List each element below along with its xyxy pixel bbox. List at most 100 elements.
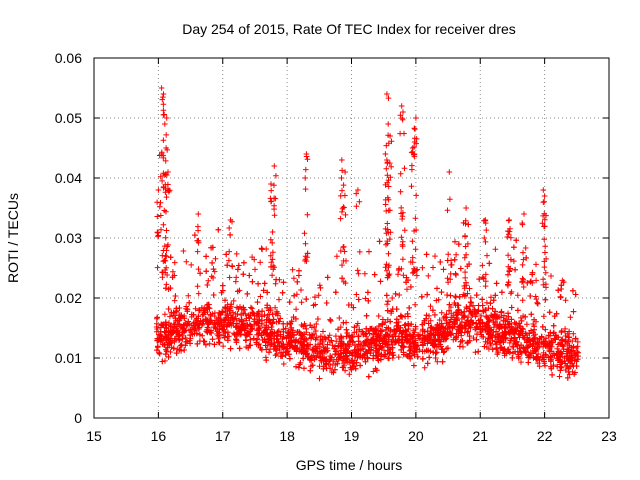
data-point [166, 341, 173, 347]
data-point [410, 333, 416, 340]
data-point [383, 208, 389, 214]
data-point [432, 349, 439, 356]
data-point [187, 332, 193, 338]
data-point [487, 300, 494, 306]
data-point [179, 336, 186, 342]
data-point [398, 103, 405, 109]
data-point [389, 334, 396, 340]
data-point [267, 333, 274, 339]
data-point [474, 331, 480, 337]
data-point [505, 252, 511, 259]
data-point [203, 268, 209, 274]
data-point [400, 109, 406, 115]
data-point [225, 306, 231, 312]
data-point [572, 291, 579, 298]
data-point [495, 349, 501, 355]
data-point [309, 362, 316, 369]
data-point [466, 322, 472, 328]
data-point [385, 250, 392, 257]
data-point [183, 323, 190, 329]
data-points [153, 85, 581, 382]
data-point [301, 343, 308, 349]
data-point [518, 342, 524, 348]
data-point [504, 234, 511, 240]
data-point [159, 274, 166, 281]
data-point [341, 248, 348, 255]
data-point [339, 209, 345, 215]
data-point [318, 333, 324, 340]
data-point [411, 228, 417, 234]
data-point [535, 300, 541, 307]
data-point [423, 251, 430, 258]
data-point [489, 346, 496, 353]
data-point [291, 332, 297, 338]
data-point [520, 249, 526, 256]
data-point [444, 207, 451, 214]
data-point [355, 320, 361, 327]
data-point [160, 112, 167, 118]
data-point [500, 347, 506, 354]
data-point [210, 266, 217, 272]
data-point [341, 279, 347, 285]
data-point [233, 315, 239, 322]
data-point [225, 337, 231, 344]
data-point [233, 274, 239, 281]
data-point [384, 268, 390, 274]
data-point [535, 360, 541, 366]
data-point [462, 275, 468, 281]
data-point [249, 254, 255, 260]
data-point [494, 345, 500, 351]
data-point [302, 258, 308, 264]
data-point [341, 244, 347, 250]
data-point [386, 262, 392, 269]
data-point [382, 264, 389, 270]
data-point [411, 153, 418, 160]
data-point [280, 279, 287, 285]
data-point [399, 115, 405, 122]
data-point [492, 246, 499, 252]
data-point [363, 325, 369, 332]
data-point [370, 368, 377, 375]
data-point [281, 344, 287, 350]
data-point [518, 318, 525, 324]
data-point [319, 351, 325, 357]
data-point [421, 364, 428, 371]
data-point [160, 91, 167, 97]
data-point [317, 282, 323, 289]
data-point [385, 272, 391, 278]
data-point [272, 352, 279, 359]
data-point [421, 320, 427, 326]
data-point [575, 353, 581, 359]
data-point [543, 212, 549, 219]
data-point [343, 348, 350, 354]
data-point [163, 281, 170, 288]
data-point [233, 324, 239, 330]
data-point [340, 364, 347, 370]
data-point [302, 175, 308, 181]
data-point [327, 357, 333, 363]
data-point [163, 194, 170, 200]
data-point [298, 346, 304, 353]
data-point [385, 177, 392, 183]
data-point [419, 328, 426, 334]
data-point [519, 297, 526, 303]
data-point [210, 275, 216, 281]
data-point [430, 325, 436, 332]
data-point [312, 294, 318, 300]
data-point [220, 282, 226, 289]
data-point [412, 301, 418, 308]
data-point [351, 324, 358, 331]
data-point [535, 351, 541, 357]
data-point [543, 352, 549, 359]
data-point [542, 362, 548, 369]
data-point [472, 349, 479, 355]
data-point [553, 351, 560, 358]
data-point [443, 320, 450, 327]
data-point [271, 182, 277, 189]
data-point [432, 253, 438, 259]
data-point [335, 326, 341, 333]
data-point [411, 362, 417, 369]
data-point [269, 311, 276, 318]
data-point [424, 291, 430, 298]
data-point [374, 342, 380, 349]
